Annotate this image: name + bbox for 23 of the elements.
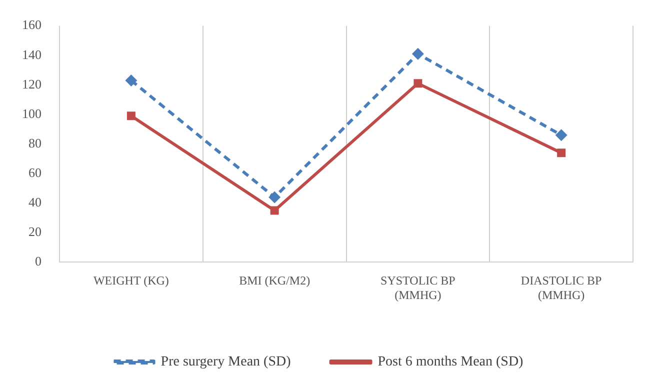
y-tick-label: 140 bbox=[22, 46, 42, 62]
legend-label: Pre surgery Mean (SD) bbox=[160, 354, 292, 370]
y-tick-label: 100 bbox=[22, 106, 42, 121]
legend-label: Post 6 months Mean (SD) bbox=[378, 354, 524, 370]
y-tick-label: 0 bbox=[35, 254, 42, 269]
point bbox=[125, 74, 138, 86]
y-tick-label: 40 bbox=[28, 194, 42, 210]
y-tick-label: 80 bbox=[28, 135, 42, 150]
point bbox=[412, 48, 424, 60]
y-tick-label: 120 bbox=[22, 76, 42, 92]
point bbox=[557, 148, 566, 158]
x-tick-label: SYSTOLIC BP (MMHG) bbox=[380, 274, 456, 302]
y-tick-label: 60 bbox=[28, 164, 42, 180]
point bbox=[126, 112, 136, 120]
x-tick-label: BMI (KG/M2) bbox=[239, 274, 310, 288]
point bbox=[414, 79, 422, 88]
point bbox=[555, 129, 568, 142]
x-tick-label: WEIGHT (KG) bbox=[93, 274, 169, 288]
x-tick-label: DIASTOLIC BP (MMHG) bbox=[520, 274, 602, 302]
y-tick-label: 160 bbox=[22, 17, 42, 32]
point bbox=[270, 206, 279, 215]
y-tick-label: 20 bbox=[28, 224, 42, 240]
point bbox=[268, 191, 281, 204]
